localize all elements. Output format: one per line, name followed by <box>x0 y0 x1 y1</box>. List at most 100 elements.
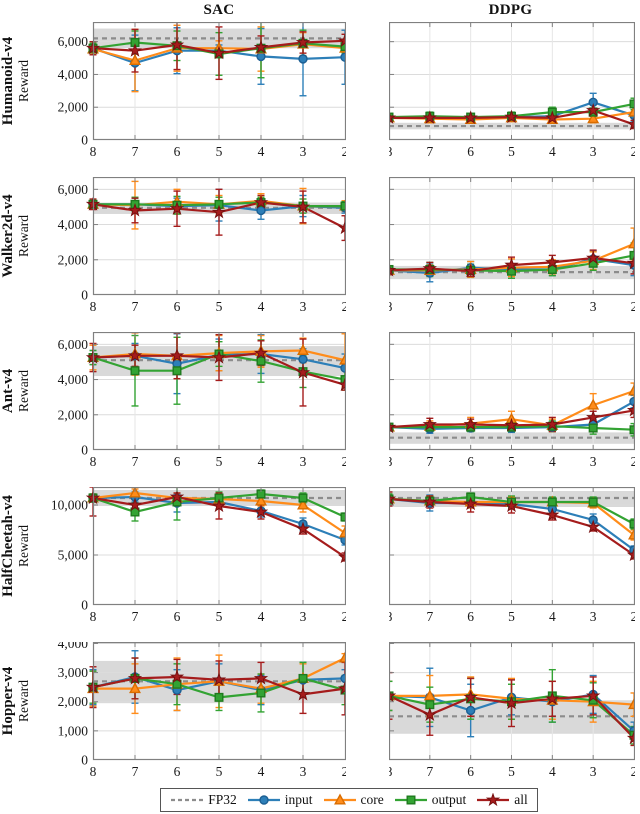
x-tick-label: 7 <box>132 609 139 624</box>
x-tick-label: 4 <box>258 454 265 469</box>
series-markers-all <box>389 102 635 131</box>
plot-border <box>92 642 346 761</box>
x-tick-label: 6 <box>467 144 474 159</box>
legend-sample-all <box>477 793 510 807</box>
x-tick-label: 2 <box>631 764 635 779</box>
x-tick-label: 6 <box>174 144 181 159</box>
chart-ddpg-hopper-v4: 8 7 6 5 4 3 2 <box>389 642 635 779</box>
x-tick-label: 8 <box>90 144 97 159</box>
y-tick-label: 0 <box>81 133 88 148</box>
plot-border <box>92 487 346 606</box>
triangle-marker <box>129 682 141 694</box>
square-marker <box>214 692 224 702</box>
triangle-marker <box>423 689 436 701</box>
y-tick-label: 0 <box>81 598 88 613</box>
x-tick-label: 2 <box>342 454 346 469</box>
star-marker <box>295 686 311 701</box>
x-tick-label: 4 <box>258 609 265 624</box>
star-marker <box>389 419 397 434</box>
star-marker <box>253 39 269 54</box>
plot-border <box>92 22 346 141</box>
row-ant-v4: Ant-v4 Reward 0 2,000 4,000 6,000 8 7 6 5 4 3 2 8 7 6 5 4… <box>0 332 640 472</box>
star-marker <box>127 670 143 685</box>
x-tick-label: 8 <box>389 609 393 624</box>
star-marker <box>211 349 227 364</box>
legend-label: FP32 <box>208 792 237 807</box>
triangle-marker <box>129 487 141 498</box>
chart-ddpg-walker2d-v4: 8 7 6 5 4 3 2 <box>389 177 635 314</box>
square-marker <box>588 497 598 507</box>
legend-label: input <box>284 792 313 807</box>
x-tick-label: 4 <box>258 144 265 159</box>
y-tick-label: 4,000 <box>58 642 89 651</box>
chart-sac-humanoid-v4: 0 2,000 4,000 6,000 8 7 6 5 4 3 2 <box>58 22 346 159</box>
square-marker <box>547 497 557 507</box>
plot-border <box>389 642 635 761</box>
column-title-ddpg: DDPG <box>488 2 533 18</box>
chart-sac-ant-v4: 0 2,000 4,000 6,000 8 7 6 5 4 3 2 <box>58 332 346 469</box>
star-marker <box>127 348 143 362</box>
x-tick-label: 3 <box>590 299 597 314</box>
star-marker <box>127 202 143 217</box>
star-marker <box>463 689 478 704</box>
x-tick-label: 3 <box>590 609 597 624</box>
triangle-marker <box>587 112 600 124</box>
chart-sac-hopper-v4: 0 1,000 2,000 3,000 4,000 8 7 6 5 4 3 2 <box>58 642 346 779</box>
x-tick-label: 7 <box>426 609 433 624</box>
y-tick-label: 2,000 <box>58 252 89 267</box>
x-tick-label: 2 <box>342 764 346 779</box>
chart-ddpg-halfcheetah-v4: 8 7 6 5 4 3 2 <box>389 487 635 624</box>
y-tick-label: 2,000 <box>58 694 89 709</box>
triangle-marker <box>587 398 600 410</box>
chart-sac-walker2d-v4: 0 2,000 4,000 6,000 8 7 6 5 4 3 2 <box>58 177 346 314</box>
circle-marker <box>256 51 266 62</box>
star-marker <box>295 521 311 536</box>
x-tick-label: 6 <box>174 764 181 779</box>
row-humanoid-v4: Humanoid-v4 Reward 0 2,000 4,000 6,000 8 7 6 5 4 3 2… <box>0 22 640 162</box>
x-tick-label: 4 <box>258 764 265 779</box>
star-marker <box>422 110 437 124</box>
x-tick-label: 7 <box>426 299 433 314</box>
y-tick-label: 0 <box>81 288 88 303</box>
x-tick-label: 8 <box>389 454 393 469</box>
x-tick-label: 6 <box>467 764 474 779</box>
square-marker <box>425 700 435 710</box>
star-marker <box>504 257 519 272</box>
circle-marker <box>465 705 476 716</box>
env-label: Walker2d-v4 <box>0 194 16 278</box>
square-marker <box>256 356 266 366</box>
chart-ddpg-humanoid-v4: 8 7 6 5 4 3 2 <box>389 22 635 159</box>
chart-ddpg-ant-v4: 8 7 6 5 4 3 2 <box>389 332 635 469</box>
square-marker <box>172 679 182 689</box>
star-marker <box>389 110 397 124</box>
star-marker <box>422 261 437 275</box>
x-tick-label: 5 <box>216 609 223 624</box>
plot-border <box>92 332 346 451</box>
x-tick-label: 3 <box>300 299 307 314</box>
plot-border <box>389 177 635 296</box>
x-tick-label: 2 <box>631 299 635 314</box>
x-tick-label: 7 <box>426 454 433 469</box>
series-markers-all <box>85 489 346 564</box>
star-marker <box>295 199 311 214</box>
star-marker <box>211 672 227 686</box>
series-markers-all <box>389 250 635 278</box>
x-tick-label: 2 <box>342 299 346 314</box>
series-markers-all <box>389 402 635 434</box>
x-tick-label: 6 <box>467 609 474 624</box>
square-marker <box>406 795 416 805</box>
circle-marker <box>256 205 266 216</box>
star-marker <box>545 110 560 124</box>
x-tick-label: 2 <box>342 144 346 159</box>
legend-sample-fp32 <box>171 798 204 802</box>
env-label: Humanoid-v4 <box>0 36 16 126</box>
y-tick-label: 4,000 <box>58 67 89 82</box>
x-tick-label: 3 <box>590 144 597 159</box>
x-tick-label: 5 <box>216 144 223 159</box>
triangle-marker <box>129 54 141 66</box>
legend-sample-output <box>394 795 427 805</box>
x-tick-label: 7 <box>426 764 433 779</box>
row-label-halfcheetah-v4: HalfCheetah-v4 Reward <box>0 487 38 605</box>
star-marker <box>127 43 143 57</box>
star-marker <box>253 194 269 209</box>
